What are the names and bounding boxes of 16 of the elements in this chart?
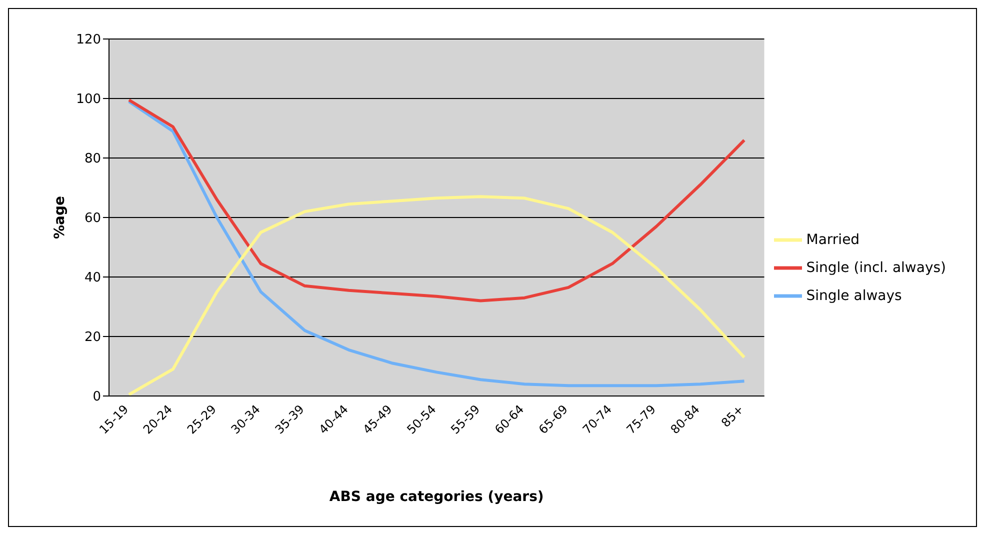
y-tick-label: 80 xyxy=(84,152,101,167)
y-tick-label: 60 xyxy=(84,211,101,226)
y-tick-label: 120 xyxy=(76,32,101,48)
y-tick-label: 0 xyxy=(92,390,101,405)
line-series xyxy=(128,100,746,388)
y-axis-title: %age xyxy=(52,196,68,239)
x-tick-label: 85+ xyxy=(718,402,746,430)
legend-label: Single (incl. always) xyxy=(806,259,946,276)
x-axis-title: ABS age categories (years) xyxy=(329,489,544,505)
legend-label: Single always xyxy=(806,287,902,304)
y-tick-label: 20 xyxy=(84,330,101,346)
y-tick-label: 40 xyxy=(84,270,101,286)
line-series xyxy=(128,98,746,302)
legend-label: Married xyxy=(806,231,860,248)
line-series xyxy=(128,195,746,396)
y-tick-label: 100 xyxy=(76,92,101,108)
